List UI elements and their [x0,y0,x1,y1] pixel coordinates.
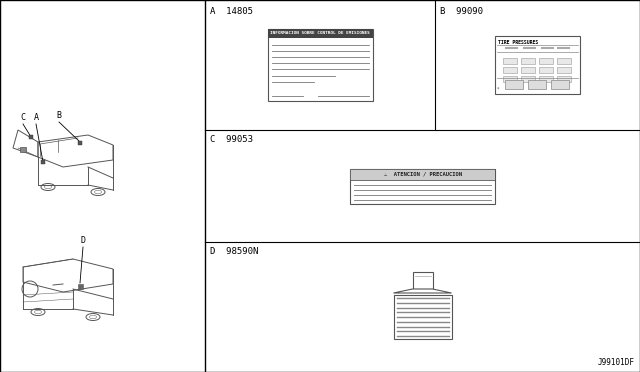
Bar [20,147,26,152]
Text: A  14805: A 14805 [210,7,253,16]
Bar [350,169,495,180]
Text: TIRE PRESSURES: TIRE PRESSURES [498,40,538,45]
Bar [394,295,451,339]
Text: C  99053: C 99053 [210,135,253,144]
Bar [268,29,372,101]
Text: A: A [33,113,38,122]
Bar [557,58,571,64]
Bar [557,67,571,73]
Text: *: * [497,87,499,92]
Text: ⚠  ATENCION / PRECAUCION: ⚠ ATENCION / PRECAUCION [383,171,461,176]
Bar [539,67,553,73]
Bar [78,141,82,145]
Text: D  98590N: D 98590N [210,247,259,256]
Bar [539,76,553,82]
Bar [521,58,535,64]
Bar [551,80,569,89]
Bar [505,80,523,89]
Text: D: D [81,236,86,245]
Bar [528,80,546,89]
Bar [350,169,495,203]
Text: INFORMACION SOBRE CONTROL DE EMISIONES: INFORMACION SOBRE CONTROL DE EMISIONES [270,32,370,35]
Bar [350,169,495,180]
Bar [521,76,535,82]
Text: C: C [20,113,26,122]
Bar [205,0,640,372]
Bar [539,58,553,64]
Bar [495,36,580,94]
Bar [503,67,517,73]
Bar [268,29,372,38]
Bar [78,284,83,289]
Text: B: B [56,111,61,120]
Bar [503,58,517,64]
Bar [521,67,535,73]
Bar [29,135,33,139]
Polygon shape [394,289,451,293]
Bar [557,76,571,82]
Bar [503,76,517,82]
Text: J99101DF: J99101DF [598,358,635,367]
Text: B  99090: B 99090 [440,7,483,16]
Bar [41,160,45,164]
Bar [413,272,433,289]
